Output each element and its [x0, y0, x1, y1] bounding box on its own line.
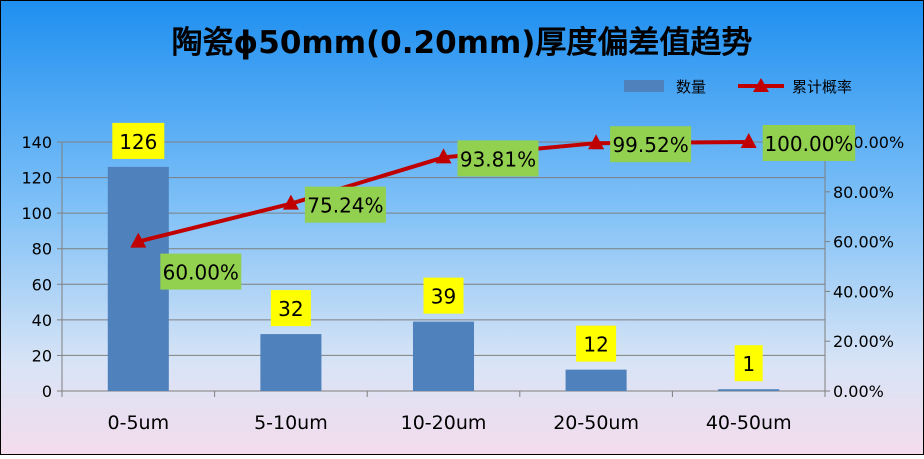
bar	[718, 389, 780, 391]
line-marker	[588, 134, 605, 150]
x-tick-label: 20-50um	[553, 412, 639, 434]
bar-data-label: 12	[583, 333, 608, 357]
y-left-tick-label: 20	[32, 346, 52, 365]
line-data-label: 99.52%	[612, 133, 688, 157]
y-left-tick-label: 120	[21, 169, 52, 188]
bar-data-label: 126	[119, 130, 157, 154]
bar-label-box	[576, 325, 617, 362]
legend-bar-swatch	[624, 80, 664, 92]
legend-line-label: 累计概率	[792, 78, 852, 96]
line-marker	[740, 133, 757, 148]
line-marker	[130, 232, 147, 248]
bar	[565, 369, 627, 391]
x-tick-label: 5-10um	[254, 412, 328, 434]
bar	[412, 321, 475, 391]
y-left-tick-label: 40	[32, 311, 52, 330]
bar	[260, 334, 322, 391]
bar-data-label: 32	[278, 297, 303, 321]
bar-label-box	[270, 290, 311, 327]
line-data-labels: 60.00% 75.24% 93.81% 99.52% 100.00%	[160, 125, 856, 290]
line-data-label: 75.24%	[307, 194, 383, 218]
legend-triangle-marker	[753, 78, 769, 92]
line-marker	[282, 194, 299, 210]
bar-data-label: 39	[431, 285, 456, 309]
y-right-tick-label: 0.00%	[833, 382, 884, 401]
y-right-tick-label: 40.00%	[833, 282, 894, 301]
legend: 数量 累计概率	[624, 78, 852, 96]
bar-label-box	[423, 277, 464, 314]
y-axis-left-ticks: 0 20 40 60 80 100 120 140	[21, 133, 62, 401]
y-right-tick-label: 60.00%	[833, 233, 894, 252]
x-tick-label: 10-20um	[401, 412, 487, 434]
bar-data-label: 1	[742, 352, 755, 376]
line-label-box	[457, 140, 539, 177]
y-left-tick-label: 80	[32, 240, 52, 259]
x-axis-ticks: 0-5um 5-10um 10-20um 20-50um 40-50um	[61, 391, 826, 434]
y-axis-right-ticks: 0.00%20.00%40.00%60.00%80.00%100.00%	[825, 133, 904, 401]
bar-series	[107, 166, 780, 391]
chart-title: 陶瓷ϕ50mm(0.20mm)厚度偏差值趋势	[172, 25, 753, 61]
line-data-label: 60.00%	[163, 261, 239, 285]
line-marker	[435, 148, 452, 164]
bar-label-box	[734, 345, 763, 382]
line-label-box	[610, 126, 692, 163]
line-data-label: 93.81%	[460, 147, 536, 171]
line-label-box	[304, 186, 386, 223]
y-right-tick-label: 20.00%	[833, 332, 894, 351]
y-left-tick-label: 0	[42, 382, 52, 401]
line-data-label: 100.00%	[764, 132, 853, 156]
x-tick-label: 40-50um	[706, 412, 792, 434]
y-left-tick-label: 60	[32, 275, 52, 294]
y-left-tick-label: 140	[21, 133, 52, 152]
x-tick-label: 0-5um	[108, 412, 170, 434]
legend-bar-label: 数量	[676, 78, 706, 96]
y-right-tick-label: 80.00%	[833, 183, 894, 202]
y-left-tick-label: 100	[21, 204, 52, 223]
bar	[107, 166, 169, 391]
bar-data-labels: 126 32 39 12 1	[112, 122, 763, 382]
bar-label-box	[112, 122, 165, 159]
line-label-box	[160, 253, 242, 290]
line-label-box	[762, 125, 856, 161]
